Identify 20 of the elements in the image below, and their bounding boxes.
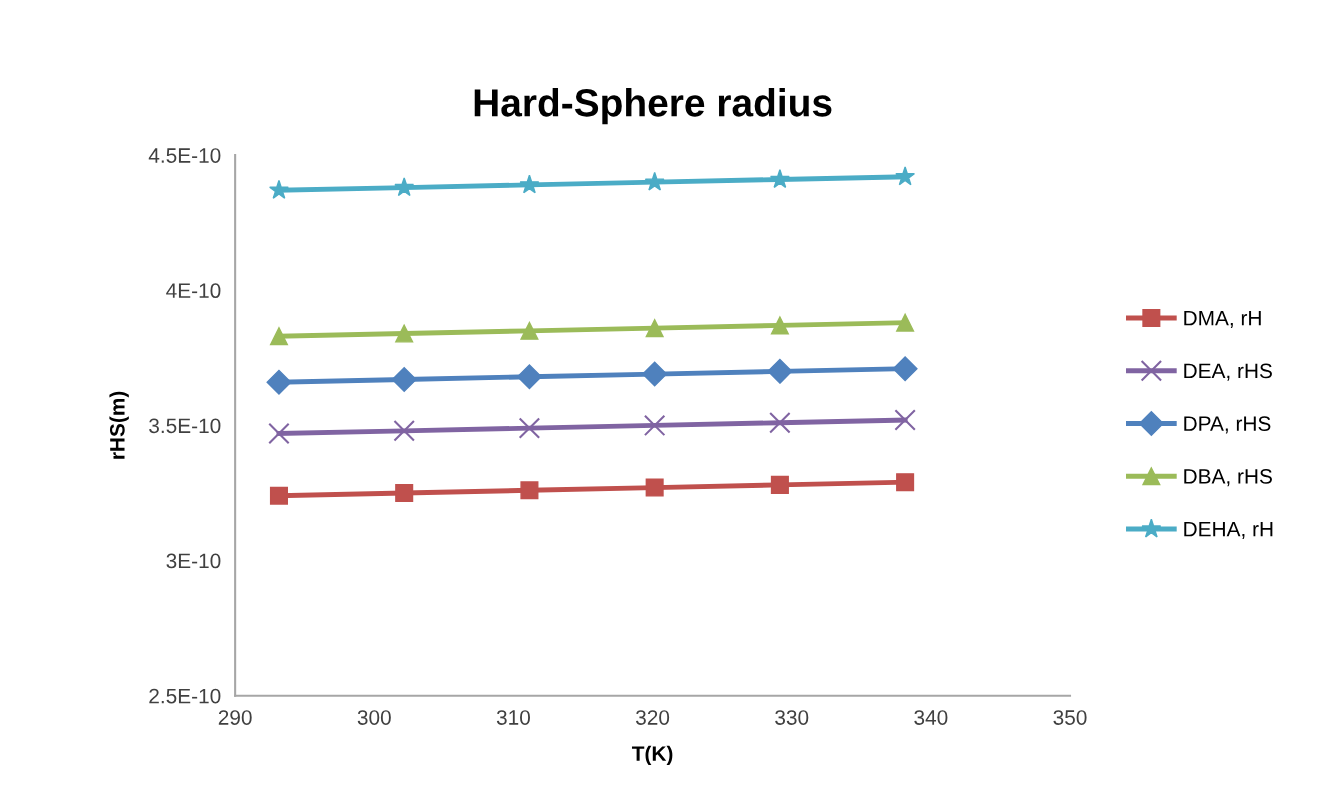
x-axis-title: T(K) — [631, 745, 673, 766]
x-tick-label: 300 — [357, 710, 391, 725]
legend-label: DEA, rHS — [1184, 363, 1272, 381]
legend-label: DBA, rHS — [1184, 469, 1272, 487]
y-tick-label: 2.5E-10 — [149, 688, 221, 704]
x-tick-label: 290 — [218, 710, 252, 725]
y-tick-label: 3E-10 — [166, 553, 221, 569]
y-axis-title: rHS(m) — [109, 391, 129, 459]
x-tick-label: 310 — [496, 710, 530, 725]
x-tick-label: 350 — [1053, 710, 1087, 725]
chart-title: Hard-Sphere radius — [474, 88, 832, 125]
x-tick-label: 330 — [775, 710, 809, 725]
legend-label: DPA, rHS — [1184, 416, 1271, 434]
legend-label: DMA, rH — [1184, 310, 1261, 328]
x-tick-label: 340 — [914, 710, 948, 725]
y-tick-label: 4.5E-10 — [148, 148, 221, 163]
y-tick-label: 4E-10 — [166, 283, 221, 299]
legend-label: DEHA, rH — [1184, 521, 1273, 539]
x-tick-label: 320 — [635, 710, 670, 725]
y-tick-label: 3.5E-10 — [149, 418, 221, 434]
